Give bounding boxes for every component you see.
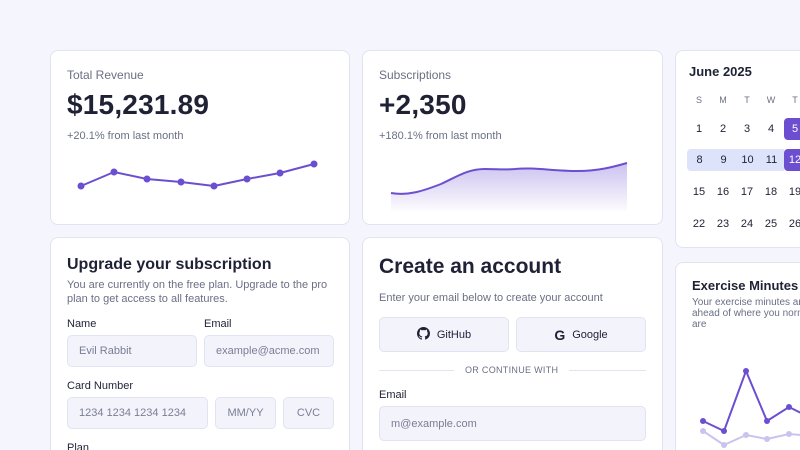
calendar-day[interactable]: 22	[692, 218, 706, 230]
calendar-weekday: W	[766, 95, 776, 105]
create-account-subtitle: Enter your email below to create your ac…	[379, 292, 603, 304]
google-button[interactable]: G Google	[516, 317, 646, 352]
calendar-day[interactable]: 10	[735, 149, 760, 171]
calendar-day[interactable]: 9	[711, 149, 736, 171]
calendar-day[interactable]: 15	[692, 186, 706, 198]
calendar-day[interactable]: 26	[788, 218, 800, 230]
plan-label: Plan	[67, 442, 90, 450]
subscriptions-value: +2,350	[379, 89, 467, 120]
cvc-field[interactable]: CVC	[283, 397, 334, 429]
create-account-title: Create an account	[379, 255, 562, 278]
calendar-day[interactable]: 19	[788, 186, 800, 198]
calendar-card: June 2025 S M T W T 1 2 3 4 5 8 9 10 11 12 15 16 17 18 19 22…	[675, 50, 800, 248]
calendar-day[interactable]: 16	[716, 186, 730, 198]
revenue-title: Total Revenue	[67, 68, 144, 82]
revenue-change: +20.1% from last month	[67, 130, 184, 142]
account-email-field[interactable]: m@example.com	[379, 406, 646, 441]
calendar-day[interactable]: 4	[767, 123, 775, 135]
account-email-label: Email	[379, 389, 407, 401]
github-button[interactable]: GitHub	[379, 317, 509, 352]
divider-left	[379, 370, 454, 371]
calendar-day[interactable]: 5	[784, 118, 800, 140]
calendar-weekday: S	[695, 95, 702, 105]
calendar-weekday: T	[744, 95, 750, 105]
calendar-day[interactable]: 1	[695, 123, 703, 135]
calendar-day[interactable]: 11	[759, 149, 784, 171]
upgrade-title: Upgrade your subscription	[67, 256, 272, 273]
google-button-label: Google	[572, 328, 608, 341]
subscriptions-title: Subscriptions	[379, 68, 452, 82]
github-button-label: GitHub	[436, 328, 472, 341]
calendar-day[interactable]: 24	[740, 218, 754, 230]
google-icon: G	[554, 326, 566, 343]
create-account-card: Create an account Enter your email below…	[362, 237, 663, 450]
divider-right	[569, 370, 646, 371]
expiry-field[interactable]: MM/YY	[215, 397, 276, 429]
calendar-weekday: M	[719, 95, 727, 105]
calendar-day[interactable]: 25	[764, 218, 778, 230]
github-icon	[416, 326, 430, 343]
email-field[interactable]: example@acme.com	[204, 335, 334, 367]
email-label: Email	[204, 318, 232, 330]
name-label: Name	[67, 318, 97, 330]
calendar-day[interactable]: 17	[740, 186, 754, 198]
divider-text: OR CONTINUE WITH	[465, 365, 559, 375]
card-number-label: Card Number	[67, 380, 134, 392]
calendar-weekday: T	[792, 95, 798, 105]
revenue-value: $15,231.89	[67, 89, 210, 120]
calendar-day[interactable]: 23	[716, 218, 730, 230]
exercise-title: Exercise Minutes	[692, 278, 799, 293]
calendar-month: June 2025	[689, 64, 752, 79]
card-number-field[interactable]: 1234 1234 1234 1234	[67, 397, 208, 429]
calendar-day[interactable]: 12	[784, 149, 800, 171]
calendar-day[interactable]: 8	[687, 149, 712, 171]
name-field[interactable]: Evil Rabbit	[67, 335, 197, 367]
upgrade-description: You are currently on the free plan. Upgr…	[67, 279, 328, 305]
subscriptions-area-chart	[390, 162, 628, 211]
exercise-description: Your exercise minutes are ahead of where…	[692, 297, 800, 330]
upgrade-card: Upgrade your subscription You are curren…	[50, 237, 350, 450]
calendar-day[interactable]: 3	[743, 123, 751, 135]
exercise-card: Exercise Minutes Your exercise minutes a…	[675, 262, 800, 450]
revenue-card: Total Revenue $15,231.89 +20.1% from las…	[50, 50, 350, 225]
calendar-day[interactable]: 18	[764, 186, 778, 198]
subscriptions-card: Subscriptions +2,350 +180.1% from last m…	[362, 50, 663, 225]
calendar-day[interactable]: 2	[719, 123, 727, 135]
revenue-sparkline	[77, 160, 318, 190]
subscriptions-change: +180.1% from last month	[379, 130, 502, 142]
exercise-line-chart	[700, 368, 800, 448]
